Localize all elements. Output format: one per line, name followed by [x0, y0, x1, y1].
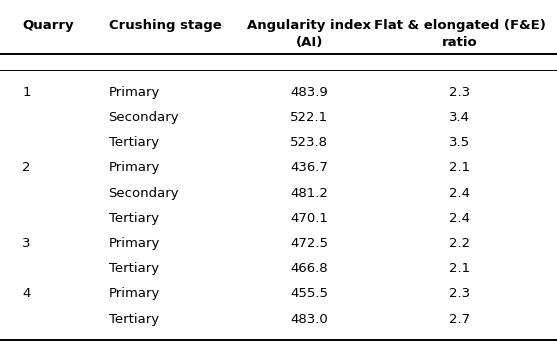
Text: 2.3: 2.3 — [449, 287, 470, 300]
Text: 2.2: 2.2 — [449, 237, 470, 250]
Text: Primary: Primary — [109, 237, 160, 250]
Text: Quarry: Quarry — [22, 19, 74, 32]
Text: 3.4: 3.4 — [449, 111, 470, 124]
Text: 472.5: 472.5 — [290, 237, 328, 250]
Text: 470.1: 470.1 — [290, 212, 328, 225]
Text: Tertiary: Tertiary — [109, 136, 159, 149]
Text: 2.1: 2.1 — [449, 262, 470, 275]
Text: Primary: Primary — [109, 287, 160, 300]
Text: 2.1: 2.1 — [449, 161, 470, 174]
Text: 483.0: 483.0 — [290, 313, 328, 326]
Text: Primary: Primary — [109, 161, 160, 174]
Text: Secondary: Secondary — [109, 111, 179, 124]
Text: 3.5: 3.5 — [449, 136, 470, 149]
Text: Tertiary: Tertiary — [109, 262, 159, 275]
Text: 2.7: 2.7 — [449, 313, 470, 326]
Text: 2: 2 — [22, 161, 31, 174]
Text: Tertiary: Tertiary — [109, 313, 159, 326]
Text: Primary: Primary — [109, 86, 160, 99]
Text: 483.9: 483.9 — [290, 86, 328, 99]
Text: 3: 3 — [22, 237, 31, 250]
Text: 2.3: 2.3 — [449, 86, 470, 99]
Text: 455.5: 455.5 — [290, 287, 328, 300]
Text: 1: 1 — [22, 86, 31, 99]
Text: Flat & elongated (F&E)
ratio: Flat & elongated (F&E) ratio — [374, 19, 545, 49]
Text: Secondary: Secondary — [109, 187, 179, 199]
Text: 481.2: 481.2 — [290, 187, 328, 199]
Text: Tertiary: Tertiary — [109, 212, 159, 225]
Text: 522.1: 522.1 — [290, 111, 328, 124]
Text: 2.4: 2.4 — [449, 187, 470, 199]
Text: Crushing stage: Crushing stage — [109, 19, 221, 32]
Text: 523.8: 523.8 — [290, 136, 328, 149]
Text: 2.4: 2.4 — [449, 212, 470, 225]
Text: 4: 4 — [22, 287, 31, 300]
Text: 436.7: 436.7 — [290, 161, 328, 174]
Text: Angularity index
(AI): Angularity index (AI) — [247, 19, 371, 49]
Text: 466.8: 466.8 — [290, 262, 328, 275]
